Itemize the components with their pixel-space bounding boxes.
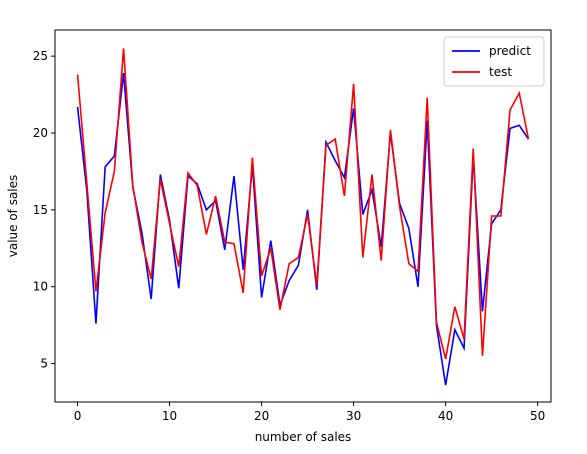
y-tick-label: 20 — [33, 126, 48, 140]
y-axis-label: value of sales — [6, 175, 20, 258]
x-axis-label: number of sales — [255, 430, 352, 444]
x-tick-label: 0 — [74, 409, 82, 423]
legend: predict test — [443, 36, 545, 87]
y-tick-label: 15 — [33, 203, 48, 217]
x-tick-label: 20 — [254, 409, 269, 423]
x-tick-label: 50 — [530, 409, 545, 423]
y-tick-label: 5 — [40, 357, 48, 371]
legend-label-test: test — [489, 65, 512, 79]
series-line-test — [76, 48, 530, 360]
x-tick-label: 30 — [346, 409, 361, 423]
plot-lines — [76, 48, 530, 386]
y-axis-ticks: 5 10 15 20 25 — [33, 49, 55, 371]
x-axis-ticks: 0 10 20 30 40 50 — [74, 402, 545, 423]
legend-label-predict: predict — [489, 44, 531, 58]
x-tick-label: 40 — [438, 409, 453, 423]
legend-box — [443, 36, 545, 87]
y-tick-label: 25 — [33, 49, 48, 63]
x-tick-label: 10 — [162, 409, 177, 423]
axes-frame — [54, 29, 552, 403]
y-tick-label: 10 — [33, 280, 48, 294]
